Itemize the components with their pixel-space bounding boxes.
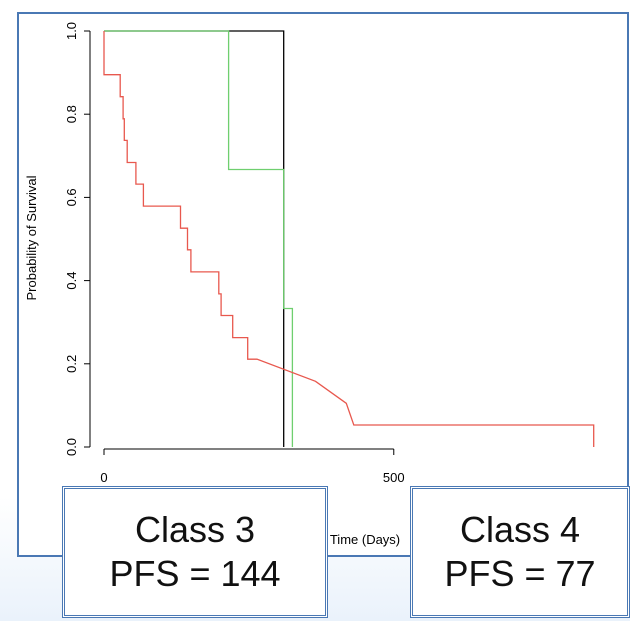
y-tick-label: 0.2 bbox=[64, 355, 79, 373]
chart-frame bbox=[17, 12, 629, 557]
class-4-title: Class 4 bbox=[459, 509, 581, 550]
class-3-box: Class 3 PFS = 144 bbox=[62, 486, 328, 618]
class-4-pfs: PFS = 77 bbox=[444, 553, 596, 594]
axes-layer: 0.0 0.2 0.4 0.6 0.8 1.0 0 500 bbox=[64, 22, 405, 485]
series-layer bbox=[103, 30, 595, 447]
class-4-box: Class 4 PFS = 77 bbox=[410, 486, 630, 618]
y-tick-label: 1.0 bbox=[64, 22, 79, 40]
survival-curve-1 bbox=[104, 30, 285, 447]
class-3-pfs: PFS = 144 bbox=[109, 553, 281, 594]
survival-curve-3 bbox=[103, 31, 595, 447]
x-tick-label: 500 bbox=[383, 470, 405, 485]
y-tick-label: 0.4 bbox=[64, 272, 79, 290]
y-tick-label: 0.6 bbox=[64, 188, 79, 206]
x-tick-label: 0 bbox=[100, 470, 107, 485]
survival-curve-2 bbox=[104, 30, 294, 447]
x-axis-title: Time (Days) bbox=[330, 532, 400, 547]
y-axis-title: Probability of Survival bbox=[24, 175, 39, 300]
class-3-title: Class 3 bbox=[134, 509, 256, 550]
y-tick-label: 0.0 bbox=[64, 438, 79, 456]
y-tick-label: 0.8 bbox=[64, 105, 79, 123]
